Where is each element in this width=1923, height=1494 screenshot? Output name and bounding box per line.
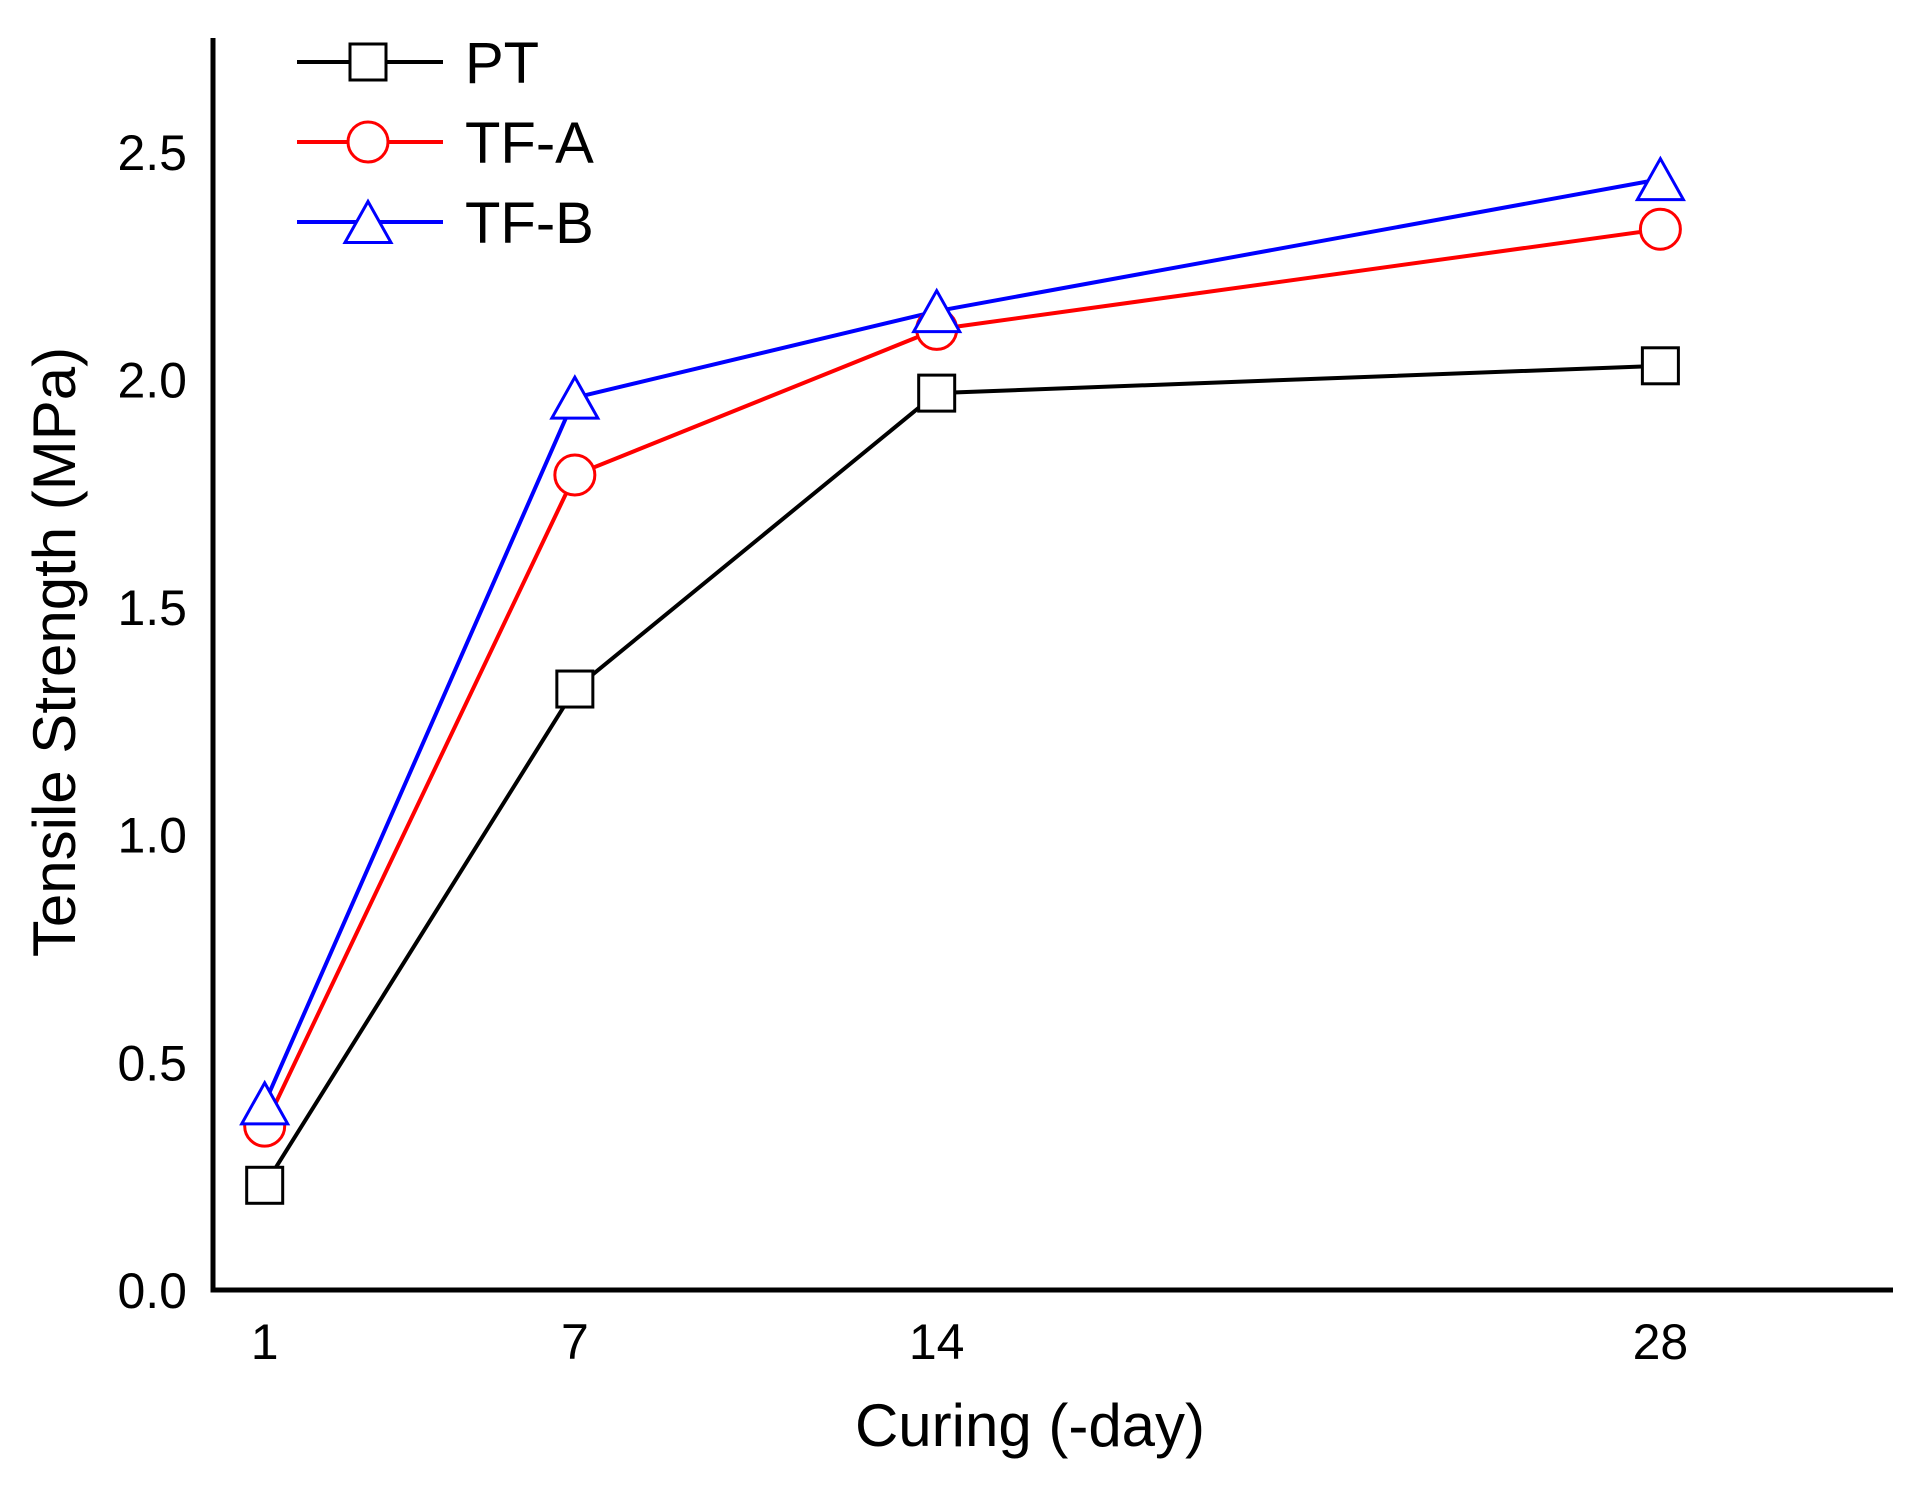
legend-item-tf-a: TF-A	[297, 111, 594, 176]
square-marker-pt	[555, 669, 595, 709]
axes-layer: 0.0 0.5 1.0 1.5 2.0 2.5 1 7 14 28	[117, 38, 1893, 1370]
legend-item-label: TF-A	[465, 111, 594, 176]
x-tick-label: 14	[909, 1314, 965, 1370]
triangle-marker-tf-b	[1634, 155, 1686, 202]
circle-marker-tf-a	[553, 453, 597, 497]
legend-layer: PT TF-A TF-B	[297, 31, 594, 256]
y-tick-label: 0.5	[117, 1035, 187, 1091]
y-tick-label: 2.5	[117, 125, 187, 181]
square-marker-pt	[1640, 346, 1680, 386]
legend-item-tf-b: TF-B	[297, 191, 594, 256]
legend-item-label: PT	[465, 31, 539, 96]
series-line-pt	[262, 363, 1661, 1187]
y-tick-label: 1.0	[117, 808, 187, 864]
triangle-marker-tf-b	[911, 287, 963, 334]
legend-item-label: TF-B	[465, 191, 594, 256]
legend-item-pt: PT	[297, 31, 539, 96]
triangle-marker-tf-b	[239, 1079, 291, 1126]
x-tick-label: 28	[1633, 1314, 1689, 1370]
series-layer	[239, 155, 1686, 1205]
triangle-marker-tf-b	[549, 374, 601, 420]
legend-triangle-marker	[342, 198, 394, 244]
series-line-tf-b	[262, 177, 1661, 1105]
x-tick-label: 1	[251, 1314, 279, 1370]
legend-square-marker	[348, 42, 388, 82]
circle-marker-tf-a	[1638, 207, 1682, 251]
y-tick-label: 2.0	[117, 352, 187, 408]
x-axis-title: Curing (-day)	[855, 1392, 1205, 1459]
series-line-tf-a	[262, 227, 1661, 1127]
square-marker-pt	[245, 1165, 285, 1205]
y-tick-label: 0.0	[117, 1263, 187, 1319]
y-axis-title: Tensile Strength (MPa)	[21, 347, 88, 957]
y-tick-label: 1.5	[117, 580, 187, 636]
x-tick-label: 7	[561, 1314, 589, 1370]
square-marker-pt	[917, 373, 957, 413]
legend-circle-marker	[346, 120, 390, 164]
